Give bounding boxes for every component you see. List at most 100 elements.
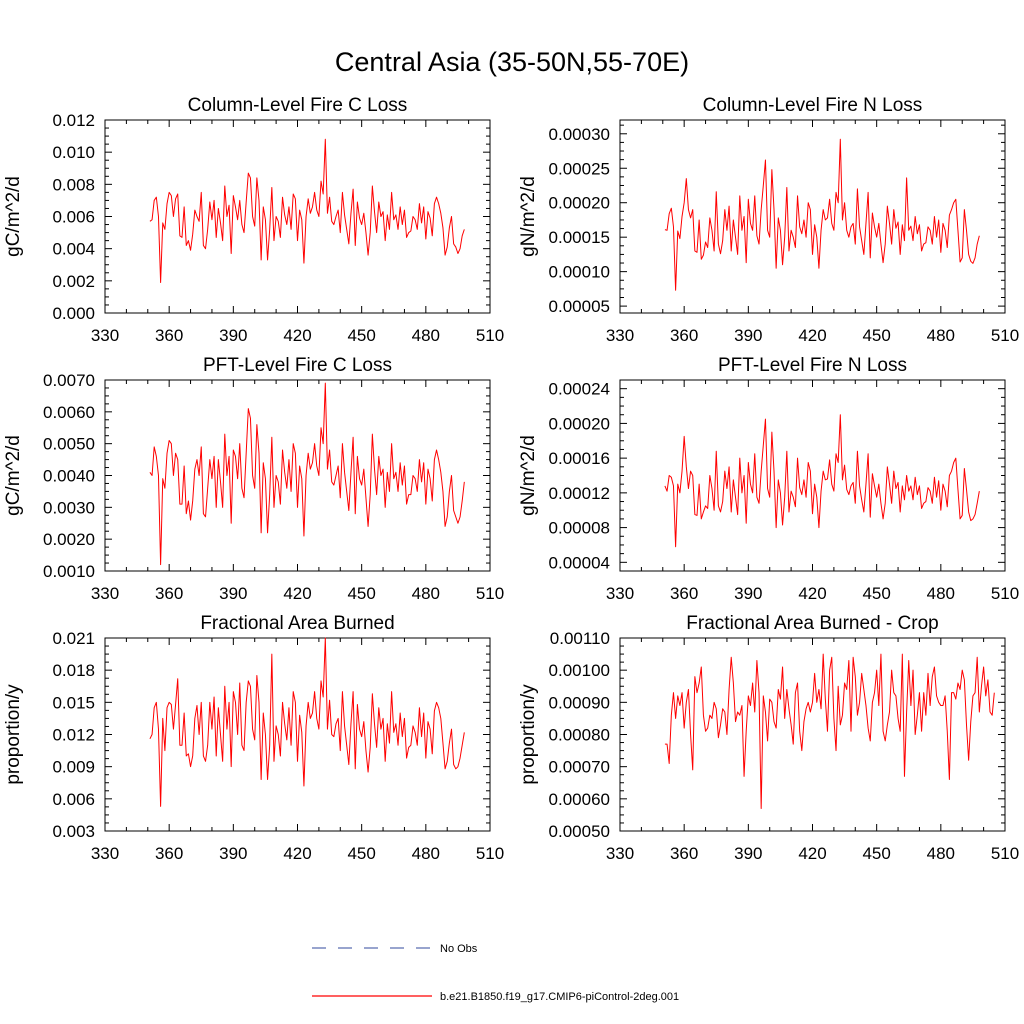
legend-label-model: b.e21.B1850.f19_g17.CMIP6-piControl-2deg… — [440, 991, 679, 1003]
y-axis-label: gC/m^2/d — [3, 435, 24, 516]
y-tick-label: 0.00016 — [549, 449, 610, 468]
x-tick-label: 510 — [991, 584, 1019, 603]
y-tick-label: 0.003 — [52, 822, 95, 841]
y-tick-label: 0.00004 — [549, 553, 610, 572]
x-tick-label: 510 — [991, 844, 1019, 863]
legend: No Obs b.e21.B1850.f19_g17.CMIP6-piContr… — [312, 943, 679, 1003]
x-tick-label: 450 — [862, 326, 890, 345]
series-line-1 — [664, 414, 980, 548]
y-tick-label: 0.00070 — [549, 758, 610, 777]
x-tick-label: 510 — [476, 326, 504, 345]
y-tick-label: 0.012 — [52, 726, 95, 745]
y-tick-label: 0.00030 — [549, 125, 610, 144]
x-tick-label: 420 — [798, 584, 826, 603]
y-tick-label: 0.0040 — [43, 467, 95, 486]
series-line-1 — [149, 382, 465, 566]
x-tick-label: 360 — [670, 844, 698, 863]
y-tick-label: 0.00008 — [549, 519, 610, 538]
y-tick-label: 0.000 — [52, 304, 95, 323]
x-tick-label: 390 — [734, 844, 762, 863]
y-tick-label: 0.00020 — [549, 194, 610, 213]
x-tick-label: 420 — [798, 844, 826, 863]
x-tick-label: 390 — [734, 584, 762, 603]
y-axis-label: gN/m^2/d — [518, 176, 539, 257]
y-tick-label: 0.00020 — [549, 414, 610, 433]
y-tick-label: 0.00080 — [549, 726, 610, 745]
chart-title: Column-Level Fire N Loss — [703, 95, 923, 116]
y-tick-label: 0.00012 — [549, 484, 610, 503]
y-tick-label: 0.00010 — [549, 263, 610, 282]
y-tick-label: 0.00024 — [549, 380, 610, 399]
x-tick-label: 390 — [219, 844, 247, 863]
y-tick-label: 0.00050 — [549, 822, 610, 841]
y-tick-label: 0.021 — [52, 629, 95, 648]
y-tick-label: 0.0010 — [43, 562, 95, 581]
series-line-1 — [664, 138, 980, 291]
chart-title: PFT-Level Fire N Loss — [718, 355, 907, 376]
x-tick-label: 480 — [927, 326, 955, 345]
y-axis-label: proportion/y — [3, 684, 24, 785]
x-tick-label: 450 — [347, 326, 375, 345]
x-tick-label: 480 — [412, 326, 440, 345]
plot-frame — [619, 119, 1006, 314]
y-tick-label: 0.0070 — [43, 371, 95, 390]
panels: Column-Level Fire C Loss gC/m^2/d 330 360 39… — [3, 95, 1019, 863]
chart-title: Fractional Area Burned - Crop — [686, 613, 938, 634]
y-tick-label: 0.004 — [52, 240, 95, 259]
x-tick-label: 480 — [412, 844, 440, 863]
y-tick-label: 0.0050 — [43, 435, 95, 454]
chart-title: PFT-Level Fire C Loss — [203, 355, 392, 376]
chart-panel-2: Column-Level Fire N Loss gN/m^2/d 330 360 39… — [518, 95, 1019, 345]
chart-panel-5: Fractional Area Burned proportion/y 330 360… — [3, 613, 504, 863]
y-tick-label: 0.0030 — [43, 498, 95, 517]
x-tick-label: 480 — [412, 584, 440, 603]
y-tick-label: 0.002 — [52, 272, 95, 291]
chart-panel-4: PFT-Level Fire N Loss gN/m^2/d 330 360 390 42… — [518, 355, 1019, 603]
y-tick-label: 0.00100 — [549, 661, 610, 680]
x-tick-label: 480 — [927, 844, 955, 863]
y-tick-label: 0.00110 — [550, 629, 610, 648]
x-tick-label: 360 — [155, 326, 183, 345]
y-axis-label: proportion/y — [518, 684, 539, 785]
x-tick-label: 360 — [670, 584, 698, 603]
chart-title: Fractional Area Burned — [200, 613, 394, 634]
x-tick-label: 450 — [347, 844, 375, 863]
y-tick-label: 0.008 — [52, 175, 95, 194]
x-tick-label: 420 — [798, 326, 826, 345]
series-line-1 — [664, 653, 995, 809]
x-tick-label: 510 — [476, 844, 504, 863]
page-title: Central Asia (35-50N,55-70E) — [335, 47, 689, 77]
chart-panel-3: PFT-Level Fire C Loss gC/m^2/d 330 360 390 42… — [3, 355, 504, 603]
y-tick-label: 0.006 — [52, 790, 95, 809]
x-tick-label: 330 — [606, 844, 634, 863]
plot-frame — [104, 119, 491, 314]
legend-label-no-obs: No Obs — [440, 943, 478, 955]
y-axis-label: gN/m^2/d — [518, 435, 539, 516]
x-tick-label: 360 — [155, 584, 183, 603]
y-tick-label: 0.010 — [52, 143, 95, 162]
x-tick-label: 360 — [155, 844, 183, 863]
y-tick-label: 0.00005 — [549, 297, 610, 316]
x-tick-label: 360 — [670, 326, 698, 345]
y-tick-label: 0.009 — [52, 758, 95, 777]
x-tick-label: 330 — [91, 584, 119, 603]
y-tick-label: 0.00060 — [549, 790, 610, 809]
x-tick-label: 480 — [927, 584, 955, 603]
x-tick-label: 330 — [91, 326, 119, 345]
x-tick-label: 330 — [606, 326, 634, 345]
x-tick-label: 450 — [347, 584, 375, 603]
y-tick-label: 0.00015 — [549, 228, 610, 247]
y-tick-label: 0.015 — [52, 693, 95, 712]
x-tick-label: 510 — [476, 584, 504, 603]
x-tick-label: 450 — [862, 584, 890, 603]
x-tick-label: 420 — [283, 584, 311, 603]
y-tick-label: 0.012 — [52, 111, 95, 130]
y-tick-label: 0.0060 — [43, 403, 95, 422]
plot-frame — [619, 379, 1006, 572]
plot-frame — [104, 379, 491, 572]
y-tick-label: 0.006 — [52, 208, 95, 227]
x-tick-label: 390 — [734, 326, 762, 345]
y-tick-label: 0.0020 — [43, 530, 95, 549]
series-line-1 — [149, 138, 465, 283]
y-tick-label: 0.00090 — [549, 693, 610, 712]
